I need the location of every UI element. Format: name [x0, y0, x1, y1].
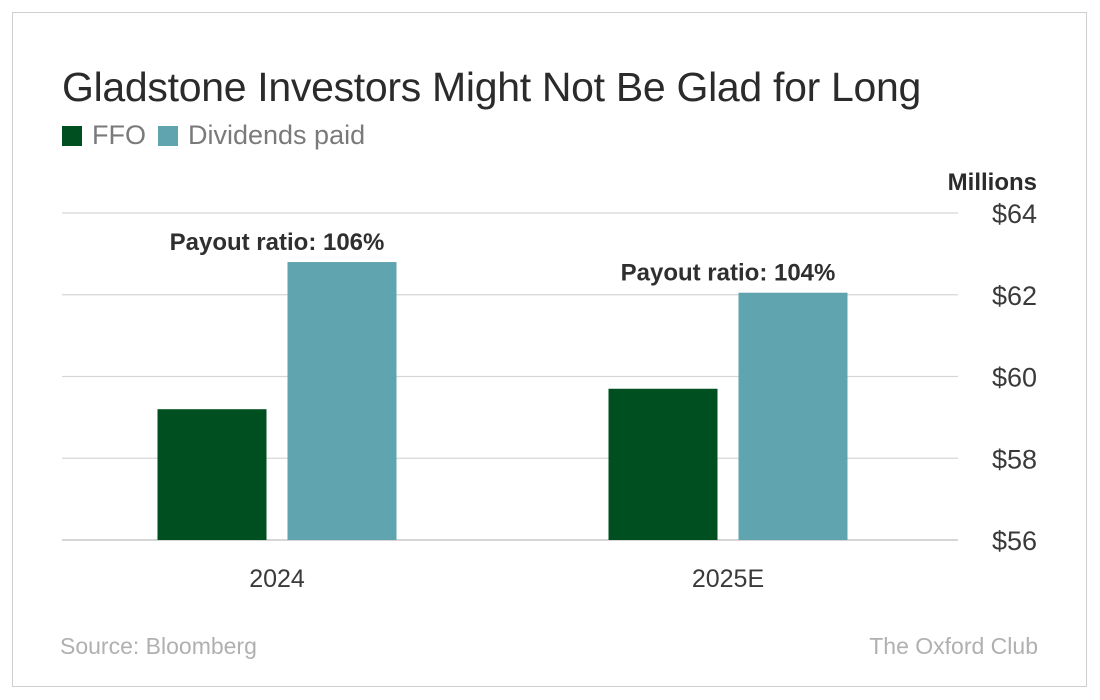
brand-credit: The Oxford Club — [869, 633, 1038, 659]
bar-ffo — [608, 388, 718, 540]
chart-frame — [12, 12, 1087, 687]
chart-title: Gladstone Investors Might Not Be Glad fo… — [62, 64, 922, 110]
x-tick-label: 2025E — [692, 565, 764, 593]
bar-dividends — [738, 292, 848, 540]
y-tick-label: $62 — [992, 281, 1037, 311]
legend-label-ffo: FFO — [92, 120, 146, 150]
legend-swatch-dividends — [158, 125, 178, 146]
bar-dividends — [287, 262, 397, 540]
legend-item-dividends: Dividends paid — [158, 120, 365, 151]
legend-swatch-ffo — [62, 125, 82, 146]
y-tick-label: $56 — [992, 526, 1037, 556]
legend-label-dividends: Dividends paid — [188, 120, 366, 150]
bar-ffo — [157, 409, 267, 540]
chart-legend: FFO Dividends paid — [62, 120, 377, 151]
legend-item-ffo: FFO — [62, 120, 146, 151]
x-tick-label: 2024 — [249, 565, 305, 593]
y-tick-label: $60 — [992, 363, 1037, 393]
payout-ratio-label: Payout ratio: 104% — [621, 260, 836, 287]
payout-ratio-label: Payout ratio: 106% — [170, 229, 385, 256]
y-axis-label: Millions — [948, 169, 1037, 196]
y-tick-label: $64 — [992, 199, 1037, 229]
source-note: Source: Bloomberg — [60, 633, 257, 659]
y-tick-label: $58 — [992, 444, 1037, 474]
